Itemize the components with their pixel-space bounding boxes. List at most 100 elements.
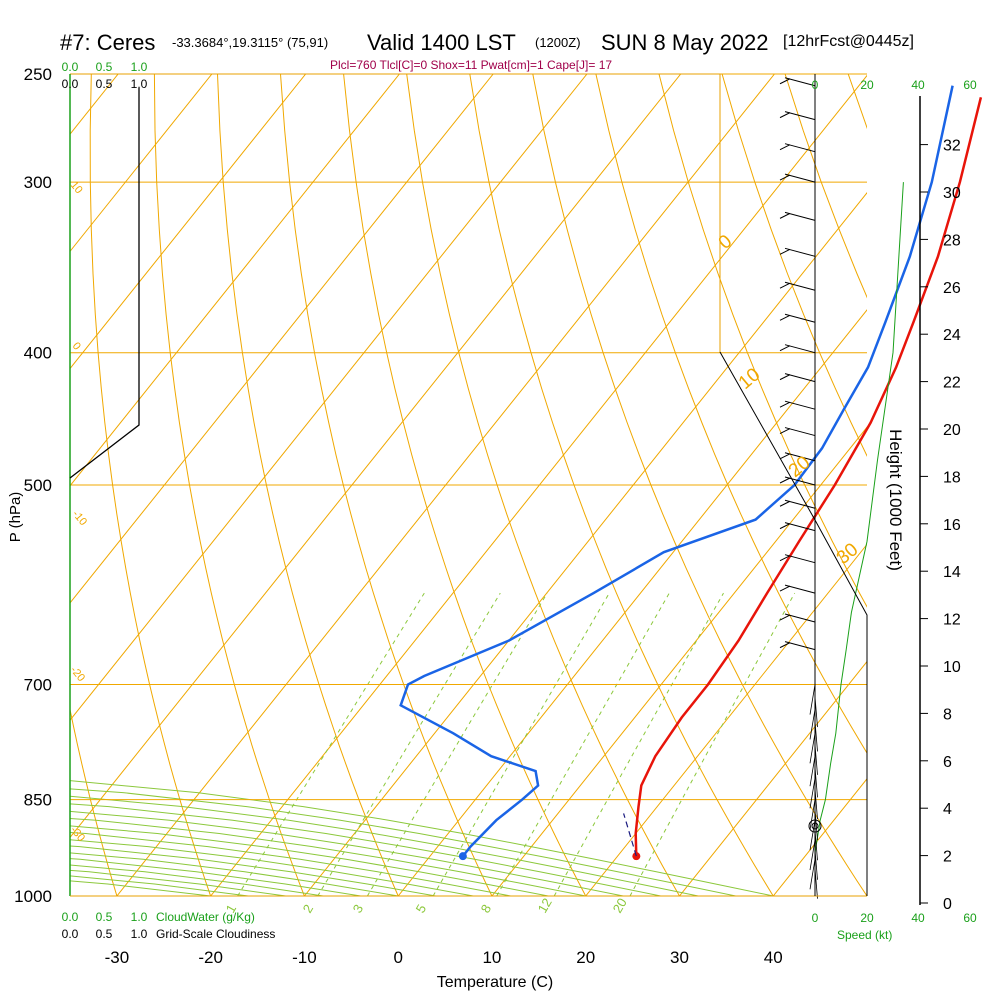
- isotherm-line: [70, 74, 213, 253]
- cloudiness-scale-label: 1.0: [131, 927, 148, 941]
- wind-barb: [809, 859, 816, 890]
- wind-barb: [809, 799, 816, 830]
- parcel-line: [623, 813, 637, 857]
- dry-adiabat-line: [343, 74, 587, 896]
- dry-adiabat-line: [974, 74, 1000, 896]
- moist-adiabat-line: [70, 839, 474, 896]
- pressure-tick-label: 250: [24, 65, 52, 84]
- wind-barb-flag: [779, 212, 791, 219]
- moist-adiabat-line: [0, 820, 1000, 896]
- cloudiness-scale-label: 0.0: [62, 927, 79, 941]
- isotherm-line: [70, 74, 307, 370]
- dry-adiabat-line: [658, 74, 867, 608]
- mixing-ratio-line: [237, 592, 425, 896]
- temperature-tick-label: -20: [198, 948, 223, 967]
- wind-barb-flag: [779, 314, 791, 321]
- temperature-tick-label: 40: [764, 948, 783, 967]
- moist-adiabat-line: [70, 831, 511, 896]
- height-tick-label: 18: [943, 469, 961, 486]
- dewpoint-surface-dot: [458, 852, 467, 861]
- cloudiness-scale-label: 0.5: [96, 927, 113, 941]
- pressure-tick-label: 1000: [14, 887, 52, 906]
- speed-tick-label: 40: [911, 911, 925, 925]
- station-coords: -33.3684°,19.3115° (75,91): [172, 35, 329, 50]
- speed-tick-label: 60: [963, 911, 977, 925]
- wind-barb-flag: [779, 500, 791, 507]
- isotherm-line: [679, 660, 867, 896]
- moist-adiabat-line: [0, 807, 1000, 896]
- height-tick-label: 2: [943, 849, 952, 866]
- wind-barb: [809, 709, 816, 740]
- forecast-run: [12hrFcst@0445z]: [783, 33, 914, 50]
- cloudwater-scale-label: 0.5: [96, 60, 113, 74]
- height-tick-label: 24: [943, 327, 961, 344]
- wind-barb-flag: [779, 248, 791, 255]
- isotherm-label: 10: [735, 364, 765, 394]
- speed-tick-label: 20: [860, 911, 874, 925]
- cloudiness-scale-label: 0.5: [96, 77, 113, 91]
- forecast-date: SUN 8 May 2022: [601, 30, 769, 55]
- moist-adiabat-line: [70, 875, 249, 896]
- temperature-tick-label: 20: [576, 948, 595, 967]
- temperature-tick-label: -30: [105, 948, 130, 967]
- cloudiness-axis-label: Grid-Scale Cloudiness: [156, 927, 275, 941]
- pressure-tick-label: 850: [24, 791, 52, 810]
- wind-barb-flag: [779, 345, 791, 352]
- temperature-tick-label: 0: [393, 948, 402, 967]
- wind-barb-flag: [779, 112, 791, 119]
- temperature-tick-label: -10: [292, 948, 317, 967]
- mixing-ratio-label: 2: [300, 902, 317, 916]
- dry-adiabat-line: [153, 74, 305, 896]
- dewpoint-line: [399, 85, 954, 857]
- height-tick-label: 0: [943, 896, 952, 913]
- wind-barb-flag: [779, 523, 791, 530]
- mixing-ratio-line: [317, 592, 501, 896]
- speed-tick-label: 60: [963, 78, 977, 92]
- pressure-tick-label: 400: [24, 344, 52, 363]
- wind-barb-flag: [779, 585, 791, 592]
- wind-barb-flag: [779, 144, 791, 151]
- height-tick-label: 6: [943, 754, 952, 771]
- wind-barb: [809, 733, 816, 764]
- speed-tick-label: 0: [812, 911, 819, 925]
- cloudiness-scale-label: 1.0: [131, 77, 148, 91]
- cloudwater-scale-label: 0.0: [62, 910, 79, 924]
- mixing-ratio-line: [496, 592, 670, 896]
- height-tick-label: 28: [943, 232, 961, 249]
- moist-adiabat-line: [70, 803, 661, 896]
- pressure-tick-label: 700: [24, 676, 52, 695]
- wind-barb-flag: [779, 428, 791, 435]
- height-axis-label: Height (1000 Feet): [886, 429, 905, 571]
- wind-barb-flag: [779, 642, 791, 649]
- wind-barb-flag: [779, 477, 791, 484]
- dry-adiabat-line: [595, 74, 867, 754]
- dry-adiabat-line: [89, 74, 212, 896]
- wind-barb-flag: [779, 555, 791, 562]
- height-tick-label: 10: [943, 659, 961, 676]
- wind-barb-flag: [779, 614, 791, 621]
- mixing-ratio-line: [553, 592, 724, 896]
- moist-adiabat-line: [0, 793, 1000, 896]
- height-tick-label: 30: [943, 185, 961, 202]
- dry-adiabat-line: [70, 707, 118, 896]
- wind-barb: [809, 778, 816, 809]
- wind-barb-flag: [779, 401, 791, 408]
- cloudiness-profile-line: [69, 88, 140, 479]
- dry-adiabat-line: [469, 74, 774, 896]
- speed-tick-label: 0: [812, 78, 819, 92]
- isotherm-label: 0: [70, 340, 83, 352]
- height-tick-label: 4: [943, 801, 952, 818]
- temperature-tick-label: 30: [670, 948, 689, 967]
- valid-time: Valid 1400 LST: [367, 30, 516, 55]
- wind-barb: [809, 756, 816, 787]
- height-tick-label: 16: [943, 517, 961, 534]
- moist-adiabat-line: [70, 852, 399, 896]
- height-tick-label: 22: [943, 375, 961, 392]
- mixing-ratio-line: [366, 592, 548, 896]
- pressure-tick-label: 500: [24, 476, 52, 495]
- mixing-ratio-line: [432, 592, 610, 896]
- temperature-tick-label: 10: [482, 948, 501, 967]
- cloudwater-scale-label: 1.0: [131, 910, 148, 924]
- dry-adiabat-line: [280, 74, 493, 896]
